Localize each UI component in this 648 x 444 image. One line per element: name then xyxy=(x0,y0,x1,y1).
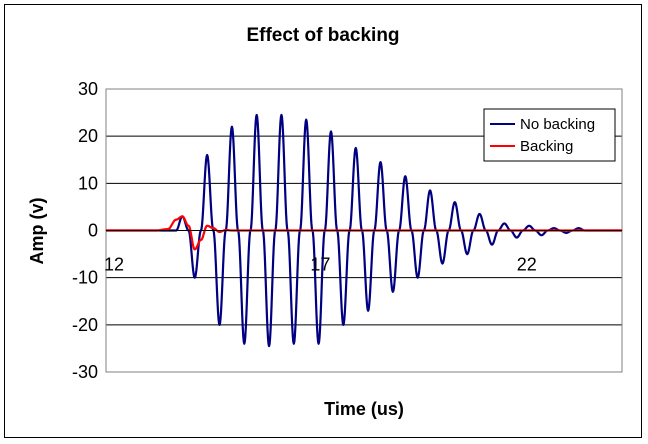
y-tick-label: -10 xyxy=(72,268,98,288)
y-tick-label: -20 xyxy=(72,315,98,335)
line-chart: Effect of backing 30 20 10 0 -10 -20 -30 12 17 2… xyxy=(27,25,623,419)
x-axis-label: Time (us) xyxy=(324,399,404,419)
legend: No backing Backing xyxy=(483,108,616,162)
legend-box xyxy=(483,108,616,162)
series-line-no-backing xyxy=(106,113,623,348)
x-tick-label: 12 xyxy=(104,255,124,275)
y-axis-tick-labels: 30 20 10 0 -10 -20 -30 xyxy=(72,79,98,382)
y-tick-label: 20 xyxy=(78,126,98,146)
y-tick-label: 10 xyxy=(78,173,98,193)
legend-label-backing: Backing xyxy=(520,138,573,155)
chart-title: Effect of backing xyxy=(246,25,399,46)
x-tick-label: 22 xyxy=(517,255,537,275)
y-axis-label: Amp (v) xyxy=(27,197,47,264)
y-tick-label: 0 xyxy=(88,221,98,241)
y-tick-label: 30 xyxy=(78,79,98,99)
chart-frame: Effect of backing 30 20 10 0 -10 -20 -30 12 17 2… xyxy=(4,4,642,438)
y-tick-label: -30 xyxy=(72,362,98,382)
x-axis-tick-labels: 12 17 22 xyxy=(104,255,537,275)
legend-label-no-backing: No backing xyxy=(520,116,595,133)
x-tick-label: 17 xyxy=(310,255,330,275)
